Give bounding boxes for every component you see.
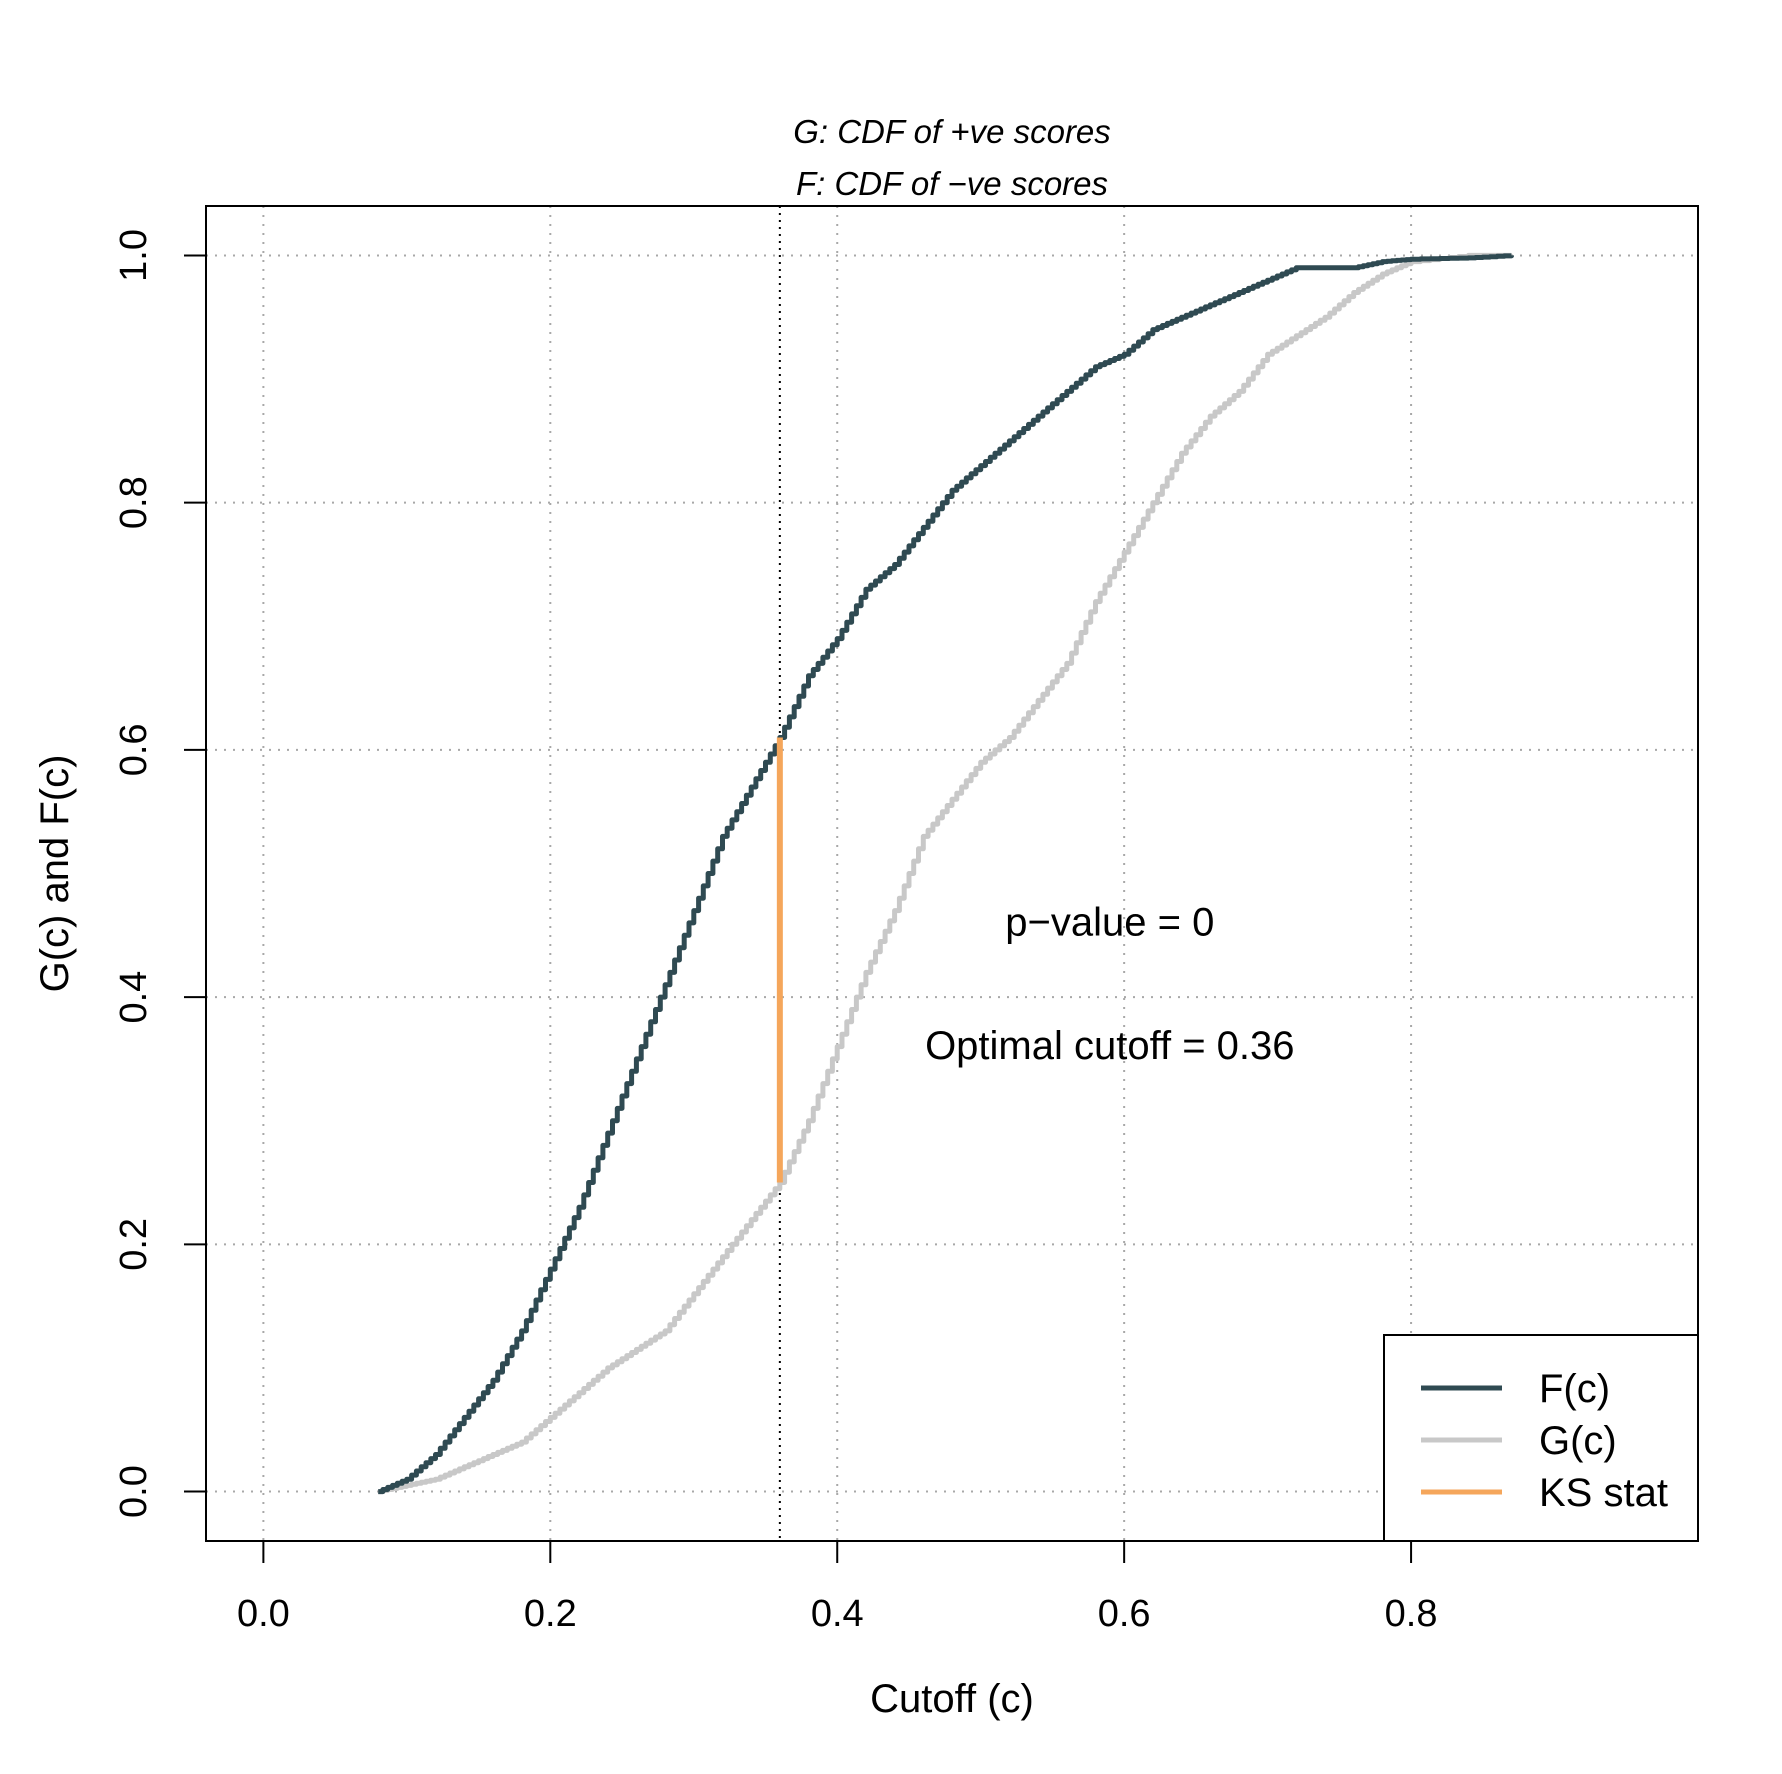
legend-label-g: G(c) — [1539, 1419, 1617, 1463]
annotation-0: p−value = 0 — [1005, 900, 1214, 944]
text-layer: Cutoff (c) G(c) and F(c) G: CDF of +ve sco… — [33, 113, 1295, 1721]
series-layer — [378, 206, 1514, 1541]
subtitle-line-1: F: CDF of −ve scores — [796, 165, 1108, 202]
x-tick-label-2: 0.4 — [811, 1593, 864, 1635]
series-line-g — [378, 252, 1512, 1495]
y-tick-label-2: 0.4 — [113, 971, 155, 1024]
y-tick-label-0: 0.0 — [113, 1465, 155, 1518]
x-tick-label-0: 0.0 — [237, 1593, 290, 1635]
x-tick-label-1: 0.2 — [524, 1593, 577, 1635]
y-tick-label-1: 0.2 — [113, 1218, 155, 1271]
plot-frame — [205, 205, 1699, 1542]
x-tick-label-3: 0.6 — [1098, 1593, 1151, 1635]
legend-label-f: F(c) — [1539, 1367, 1610, 1411]
y-tick-label-4: 0.8 — [113, 476, 155, 529]
annotation-1: Optimal cutoff = 0.36 — [925, 1024, 1294, 1068]
legend-label-ks: KS stat — [1539, 1471, 1668, 1515]
subtitle-line-0: G: CDF of +ve scores — [793, 113, 1111, 150]
y-tick-label-5: 1.0 — [113, 229, 155, 282]
legend: F(c) G(c) KS stat — [1383, 1334, 1699, 1542]
y-axis-label: G(c) and F(c) — [33, 755, 77, 993]
axes: 0.0 0.2 0.4 0.6 0.8 0.0 0.2 0.4 0.6 0.8 1.0 — [113, 205, 1699, 1635]
x-axis-label: Cutoff (c) — [870, 1677, 1034, 1721]
x-tick-label-4: 0.8 — [1385, 1593, 1438, 1635]
series-line-f — [378, 253, 1514, 1495]
y-tick-label-3: 0.6 — [113, 723, 155, 776]
